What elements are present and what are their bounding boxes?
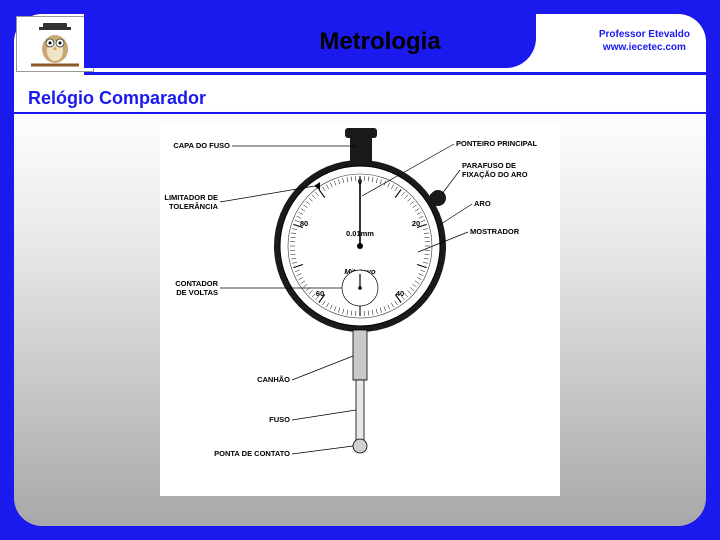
svg-text:FIXAÇÃO DO ARO: FIXAÇÃO DO ARO: [462, 170, 528, 179]
svg-text:DE VOLTAS: DE VOLTAS: [176, 288, 218, 297]
dial-indicator-diagram: 0 20 40 60 80 0.01mm Mitutoyo CAPA DO FU…: [160, 126, 560, 496]
svg-text:CAPA DO FUSO: CAPA DO FUSO: [173, 141, 230, 150]
svg-text:TOLERÂNCIA: TOLERÂNCIA: [169, 202, 219, 211]
svg-text:CANHÃO: CANHÃO: [257, 375, 290, 384]
svg-text:ARO: ARO: [474, 199, 491, 208]
svg-text:LIMITADOR DE: LIMITADOR DE: [164, 193, 218, 202]
svg-text:FUSO: FUSO: [269, 415, 290, 424]
author-info: Professor Etevaldo www.iecetec.com: [599, 28, 690, 54]
svg-text:PONTEIRO PRINCIPAL: PONTEIRO PRINCIPAL: [456, 139, 538, 148]
svg-text:40: 40: [396, 289, 404, 298]
svg-text:80: 80: [300, 219, 308, 228]
author-name: Professor Etevaldo: [599, 28, 690, 41]
svg-text:60: 60: [316, 289, 324, 298]
svg-text:20: 20: [412, 219, 420, 228]
author-url: www.iecetec.com: [599, 41, 690, 54]
svg-text:PONTA DE CONTATO: PONTA DE CONTATO: [214, 449, 290, 458]
subtitle: Relógio Comparador: [28, 88, 206, 109]
svg-text:MOSTRADOR: MOSTRADOR: [470, 227, 520, 236]
subtitle-underline: [14, 112, 706, 114]
resolution-label: 0.01mm: [346, 229, 374, 238]
header-underline: [84, 72, 706, 75]
owl-logo: [16, 16, 94, 72]
title-bg-shape: [84, 14, 536, 68]
svg-text:CONTADOR: CONTADOR: [175, 279, 218, 288]
svg-text:PARAFUSO DE: PARAFUSO DE: [462, 161, 516, 170]
page-title: Metrologia: [319, 28, 440, 56]
